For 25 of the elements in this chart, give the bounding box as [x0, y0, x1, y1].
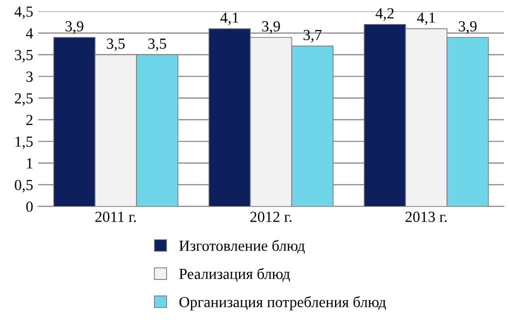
y-tick-label: 0	[26, 202, 33, 212]
data-label: 3,5	[106, 38, 125, 52]
x-tick-label: 2011 г.	[95, 212, 136, 222]
data-label: 3,9	[262, 21, 280, 34]
y-tick-label: 1,5	[16, 136, 33, 150]
y-tick-label: 4	[26, 28, 34, 38]
y-tick-label: 2,5	[14, 93, 33, 106]
y-tick-label: 1	[27, 158, 32, 168]
legend-label: Изготовление блюд	[179, 240, 305, 254]
y-tick-label: 3	[26, 72, 33, 82]
y-tick-label: 0,5	[14, 180, 33, 192]
x-tick-label: 2013 г.	[406, 212, 447, 222]
y-tick-label: 4,5	[14, 6, 33, 20]
data-label: 3,9	[458, 21, 477, 34]
data-label: 3,5	[148, 38, 166, 52]
y-tick-label: 3,5	[14, 50, 33, 62]
data-label: 3,9	[66, 21, 84, 34]
legend-label: Реализация блюд	[179, 268, 290, 282]
data-label: 4,1	[417, 12, 435, 26]
y-tick-label: 2	[26, 114, 32, 126]
x-tick-label: 2012 г.	[250, 212, 292, 222]
legend-label: Организация потребления блюд	[179, 296, 386, 310]
data-label: 4,1	[220, 12, 238, 26]
data-label: 4,2	[376, 8, 394, 21]
data-label: 3,7	[304, 30, 322, 42]
